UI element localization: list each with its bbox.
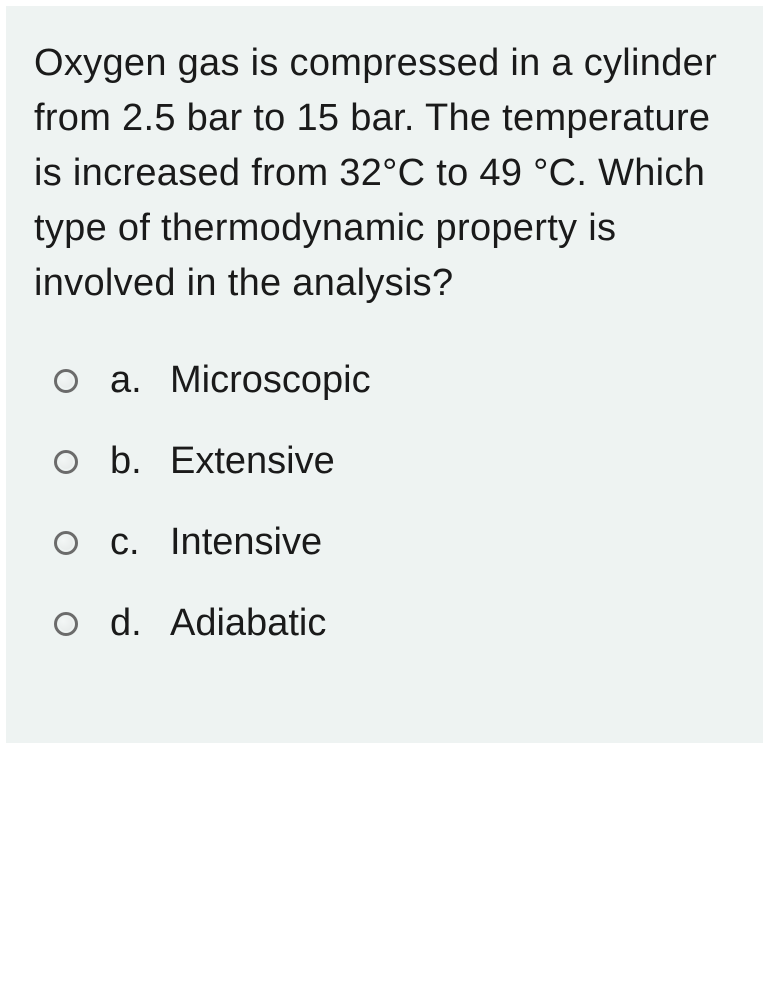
options-list: a. Microscopic b. Extensive c. Intensive…	[34, 359, 735, 645]
option-a[interactable]: a. Microscopic	[54, 359, 735, 402]
option-b[interactable]: b. Extensive	[54, 440, 735, 483]
quiz-container: Oxygen gas is compressed in a cylinder f…	[6, 6, 763, 743]
option-letter: b.	[110, 440, 170, 483]
option-label: Adiabatic	[170, 602, 326, 645]
question-text: Oxygen gas is compressed in a cylinder f…	[34, 36, 735, 311]
radio-icon[interactable]	[54, 450, 78, 474]
option-d[interactable]: d. Adiabatic	[54, 602, 735, 645]
option-label: Intensive	[170, 521, 322, 564]
radio-icon[interactable]	[54, 531, 78, 555]
radio-icon[interactable]	[54, 612, 78, 636]
option-label: Extensive	[170, 440, 335, 483]
option-c[interactable]: c. Intensive	[54, 521, 735, 564]
radio-icon[interactable]	[54, 369, 78, 393]
option-letter: d.	[110, 602, 170, 645]
option-letter: c.	[110, 521, 170, 564]
option-label: Microscopic	[170, 359, 371, 402]
option-letter: a.	[110, 359, 170, 402]
